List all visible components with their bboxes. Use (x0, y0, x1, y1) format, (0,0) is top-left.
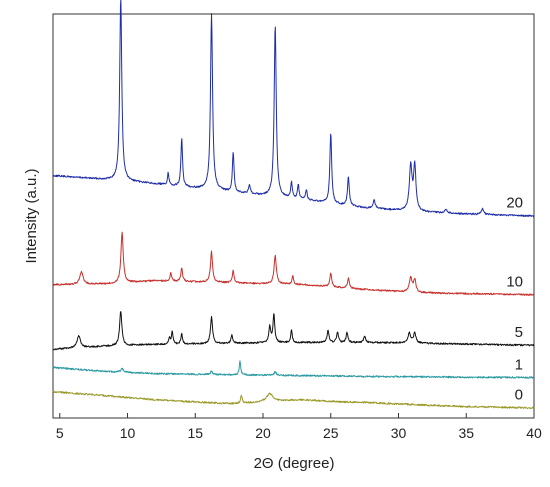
x-tick-label: 35 (458, 425, 474, 441)
series-layer (52, 0, 535, 410)
series-line-10 (52, 231, 535, 296)
series-line-1 (52, 360, 535, 379)
x-tick-label: 25 (323, 425, 339, 441)
series-label-5: 5 (515, 324, 523, 341)
y-axis-label: Intensity (a.u.) (23, 168, 40, 263)
series-label-10: 10 (506, 274, 523, 291)
plot-frame (52, 13, 535, 419)
series-line-20 (52, 0, 535, 218)
x-tick-label: 15 (187, 425, 203, 441)
x-axis-ticks: 5 10 15 20 25 30 35 40 (56, 413, 542, 441)
x-tick-label: 30 (391, 425, 407, 441)
series-label-1: 1 (515, 357, 523, 374)
series-line-0 (52, 390, 535, 410)
x-tick-label: 20 (255, 425, 271, 441)
x-tick-label: 5 (56, 425, 64, 441)
x-tick-label: 10 (120, 425, 136, 441)
x-axis-label: 2Θ (degree) (254, 455, 335, 472)
series-line-5 (52, 311, 535, 351)
x-tick-label: 40 (526, 425, 542, 441)
series-label-20: 20 (506, 195, 523, 212)
series-label-0: 0 (515, 387, 523, 404)
